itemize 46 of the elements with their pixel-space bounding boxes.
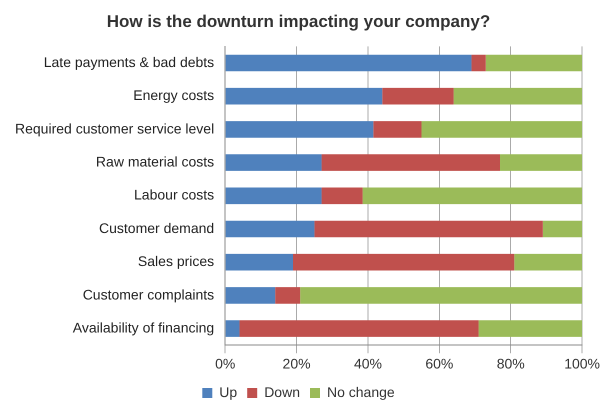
bar [226,88,382,104]
x-tick-label: 40% [354,355,382,372]
bar [314,220,543,238]
y-tick-label: Availability of financing [72,319,214,336]
y-tick-label: Customer demand [99,220,214,236]
bar [382,88,454,104]
bar [226,54,472,72]
bar [514,254,582,270]
legend-label: Up [219,384,238,400]
legend-label: Down [264,384,300,400]
bar [454,88,582,104]
bar [500,154,582,171]
chart-title: How is the downturn impacting your company? [106,12,490,31]
bar [239,320,479,337]
bar [226,188,322,204]
bar [478,320,582,337]
bar [362,188,582,204]
bar [293,254,514,270]
bar [486,54,582,72]
x-tick-label: 60% [425,355,454,372]
bar [300,287,582,304]
bar [226,121,374,138]
bar [226,287,276,304]
y-tick-label: Late payments & bad debts [44,54,214,70]
x-tick-label: 0% [215,355,236,372]
bar [275,287,300,304]
y-tick-label: Energy costs [133,87,214,104]
bar [226,320,240,337]
y-tick-label: Customer complaints [82,286,214,302]
bar [542,220,582,238]
bar [322,188,363,204]
bar [226,154,322,171]
y-tick-label: Raw material costs [96,153,214,170]
x-tick-label: 100% [564,355,600,372]
bar [373,121,422,138]
bar [226,220,314,238]
x-tick-label: 20% [282,355,311,372]
y-tick-label: Labour costs [134,186,214,203]
x-tick-label: 80% [496,355,525,372]
bar [226,254,294,270]
bar [322,154,500,171]
y-tick-label: Sales prices [138,253,214,270]
bar [471,54,486,72]
y-tick-label: Required customer service level [14,120,214,136]
legend-label: No change [326,384,395,400]
bar [421,121,582,138]
